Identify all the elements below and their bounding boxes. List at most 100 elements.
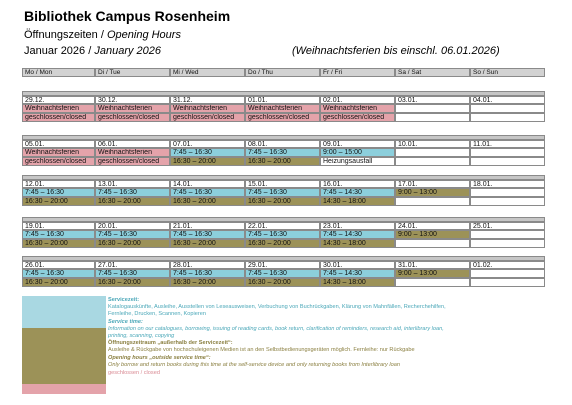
hours-cell: 16:30 – 20:00 (170, 278, 245, 287)
hours-cell: 16:30 – 20:00 (245, 278, 320, 287)
subtitle: Öffnungszeiten / Opening Hours (24, 29, 181, 41)
date-cell: 13.01. (95, 180, 170, 188)
hours-cell: 16:30 – 20:00 (245, 157, 320, 166)
date-cell: 09.01. (320, 140, 395, 148)
hours-cell (395, 239, 470, 248)
date-cell: 17.01. (395, 180, 470, 188)
hours-cell: 14:30 – 18:00 (320, 239, 395, 248)
month-de: Januar 2026 / (24, 45, 92, 57)
week-separator (22, 217, 545, 222)
hours-cell: 7:45 – 16:30 (22, 230, 95, 239)
week-separator (22, 91, 545, 96)
hours-cell (395, 113, 470, 122)
legend-text: Ausleihe & Rückgabe von hochschuleigenen… (108, 347, 415, 354)
swatch-outside (22, 328, 106, 384)
date-cell: 29.01. (245, 261, 320, 269)
hours-cell: 16:30 – 20:00 (95, 239, 170, 248)
hours-cell: 7:45 – 14:30 (320, 230, 395, 239)
hours-cell: Weihnachtsferien (320, 104, 395, 113)
date-cell: 18.01. (470, 180, 545, 188)
weekday-header: Fr / Fri (320, 68, 395, 77)
hours-cell: 7:45 – 14:30 (320, 188, 395, 197)
week-separator (22, 135, 545, 140)
hours-cell: 9:00 – 13:00 (395, 230, 470, 239)
hours-cell (395, 278, 470, 287)
hours-cell: geschlossen/closed (22, 113, 95, 122)
date-cell: 30.12. (95, 96, 170, 104)
hours-cell (395, 157, 470, 166)
hours-cell: 7:45 – 14:30 (320, 269, 395, 278)
legend-heading: Opening hours „outside service time“: (108, 354, 211, 361)
date-cell: 01.02. (470, 261, 545, 269)
week-separator (22, 175, 545, 180)
hours-cell (395, 104, 470, 113)
hours-cell: Weihnachtsferien (22, 104, 95, 113)
hours-cell: 16:30 – 20:00 (22, 278, 95, 287)
date-cell: 20.01. (95, 222, 170, 230)
hours-cell: 7:45 – 16:30 (170, 269, 245, 278)
hours-cell: 16:30 – 20:00 (245, 239, 320, 248)
date-cell: 07.01. (170, 140, 245, 148)
date-cell: 21.01. (170, 222, 245, 230)
hours-cell: 7:45 – 16:30 (95, 230, 170, 239)
hours-cell: Weihnachtsferien (245, 104, 320, 113)
note: (Weihnachtsferien bis einschl. 06.01.202… (292, 45, 500, 57)
date-cell: 10.01. (395, 140, 470, 148)
legend-text: printing, scanning, copying (108, 333, 175, 339)
hours-cell: 9:00 – 15:00 (320, 148, 395, 157)
title: Bibliothek Campus Rosenheim (24, 8, 231, 24)
date-cell: 02.01. (320, 96, 395, 104)
hours-cell: 7:45 – 16:30 (22, 269, 95, 278)
hours-cell: 7:45 – 16:30 (245, 148, 320, 157)
date-cell: 03.01. (395, 96, 470, 104)
legend-text: Only borrow and return books during this… (108, 361, 400, 368)
date-cell: 01.01. (245, 96, 320, 104)
date-cell: 28.01. (170, 261, 245, 269)
hours-cell (470, 157, 545, 166)
date-cell: 05.01. (22, 140, 95, 148)
legend-text: Katalogauskünfte, Ausleihe, Ausstellen v… (108, 304, 446, 311)
hours-cell: 16:30 – 20:00 (245, 197, 320, 206)
hours-cell: 7:45 – 16:30 (245, 269, 320, 278)
date-cell: 06.01. (95, 140, 170, 148)
hours-cell: geschlossen/closed (22, 157, 95, 166)
legend-heading: Servicezeit: (108, 297, 140, 303)
date-cell: 14.01. (170, 180, 245, 188)
weekday-header: Mo / Mon (22, 68, 95, 77)
hours-cell: 14:30 – 18:00 (320, 197, 395, 206)
hours-cell: Weihnachtsferien (95, 148, 170, 157)
hours-cell: 16:30 – 20:00 (95, 197, 170, 206)
hours-cell: 9:00 – 13:00 (395, 269, 470, 278)
weekday-header: Do / Thu (245, 68, 320, 77)
date-cell: 25.01. (470, 222, 545, 230)
hours-cell (470, 239, 545, 248)
hours-cell: Weihnachtsferien (170, 104, 245, 113)
date-cell: 22.01. (245, 222, 320, 230)
subtitle-de: Öffnungszeiten / (24, 29, 104, 41)
hours-cell: 16:30 – 20:00 (22, 239, 95, 248)
hours-cell (470, 278, 545, 287)
hours-cell (470, 188, 545, 197)
legend-text: Information on our catalogues, borrowing… (108, 325, 444, 332)
date-cell: 16.01. (320, 180, 395, 188)
hours-cell: Heizungsausfall (320, 157, 395, 166)
date-cell: 30.01. (320, 261, 395, 269)
hours-cell (470, 148, 545, 157)
month-en: January 2026 (94, 45, 162, 57)
date-cell: 29.12. (22, 96, 95, 104)
date-cell: 12.01. (22, 180, 95, 188)
hours-cell: 16:30 – 20:00 (95, 278, 170, 287)
hours-cell (470, 104, 545, 113)
hours-cell: 7:45 – 16:30 (95, 269, 170, 278)
date-cell: 08.01. (245, 140, 320, 148)
hours-cell (470, 269, 545, 278)
hours-cell: 7:45 – 16:30 (170, 188, 245, 197)
hours-cell: geschlossen/closed (245, 113, 320, 122)
date-cell: 27.01. (95, 261, 170, 269)
hours-cell: geschlossen/closed (95, 113, 170, 122)
hours-cell: Weihnachtsferien (22, 148, 95, 157)
legend-heading: Service time: (108, 318, 143, 325)
month: Januar 2026 / January 2026 (24, 45, 161, 57)
hours-cell: geschlossen/closed (95, 157, 170, 166)
